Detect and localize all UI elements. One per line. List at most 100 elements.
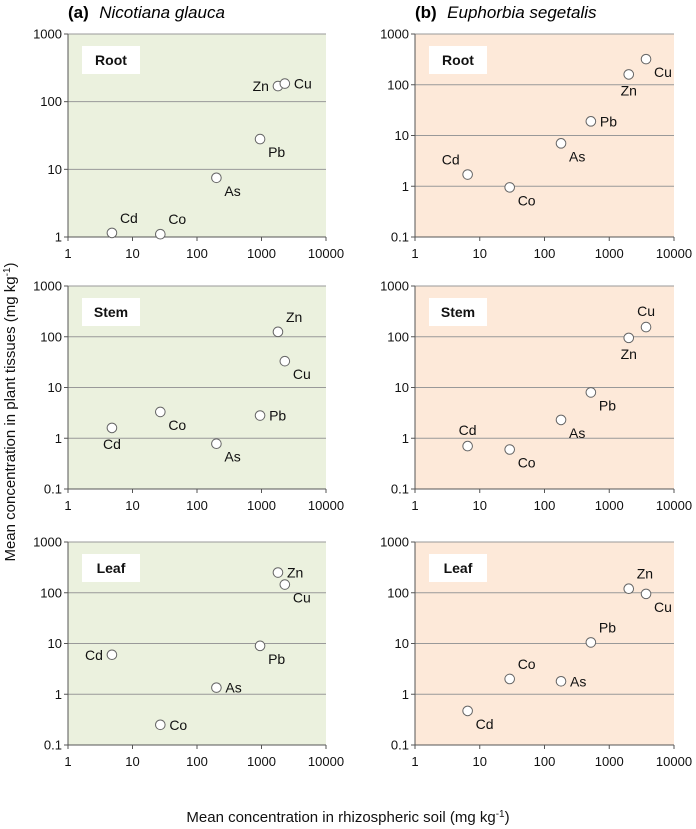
- data-label-pb: Pb: [599, 397, 616, 413]
- data-label-co: Co: [518, 192, 536, 208]
- y-tick-label: 0.1: [44, 482, 62, 497]
- x-tick-label: 10000: [308, 754, 344, 769]
- y-tick-label: 1: [55, 431, 62, 446]
- data-label-co: Co: [518, 656, 536, 672]
- data-label-cu: Cu: [654, 599, 672, 615]
- y-tick-label: 100: [387, 329, 409, 344]
- x-axis-title-end: ): [505, 809, 510, 826]
- data-label-cd: Cd: [85, 647, 103, 663]
- x-tick-label: 10: [473, 246, 487, 261]
- data-label-co: Co: [168, 211, 186, 227]
- y-tick-label: 1: [55, 687, 62, 702]
- x-tick-label: 1: [64, 246, 71, 261]
- data-point-pb: [585, 116, 597, 127]
- data-label-cu: Cu: [293, 366, 311, 382]
- data-point-pb: [254, 640, 266, 652]
- column-a-species: Nicotiana glauca: [99, 3, 225, 22]
- data-label-cd: Cd: [459, 422, 477, 438]
- data-label-cd: Cd: [476, 716, 494, 732]
- column-b-heading: (b) Euphorbia segetalis: [415, 3, 597, 22]
- data-label-zn: Zn: [621, 346, 637, 362]
- tissue-label-box: [82, 46, 140, 74]
- panel-a-root: 1 10 100 1000 1 10 100 1000 10000 Root Cd Co As Pb Zn C…: [33, 27, 344, 262]
- data-point-co: [504, 182, 515, 193]
- tissue-label-box: [429, 46, 487, 74]
- column-a-letter: (a): [68, 3, 89, 22]
- y-axis-title-main: Mean concentration in plant tissues (mg …: [2, 276, 19, 561]
- data-label-as: As: [570, 673, 586, 689]
- y-tick-label: 100: [387, 585, 409, 600]
- x-tick-label: 1000: [247, 246, 276, 261]
- data-point-co: [155, 406, 166, 418]
- data-point-as: [555, 414, 567, 426]
- y-axis-title-sup: -1: [2, 267, 13, 276]
- x-tick-label: 10000: [656, 246, 692, 261]
- tissue-label: Stem: [94, 304, 128, 320]
- data-label-pb: Pb: [269, 408, 286, 424]
- tissue-label: Stem: [441, 304, 475, 320]
- x-axis-title: Mean concentration in rhizospheric soil …: [186, 809, 509, 826]
- x-tick-label: 10000: [308, 498, 344, 513]
- y-tick-label: 1: [402, 179, 409, 194]
- y-tick-label: 10: [48, 162, 62, 177]
- y-tick-label: 1000: [33, 279, 62, 294]
- x-axis-title-sup: -1: [496, 809, 505, 820]
- tissue-label-box: [429, 554, 487, 582]
- data-label-zn: Zn: [287, 565, 303, 581]
- x-tick-label: 1000: [595, 498, 624, 513]
- data-point-co: [504, 673, 515, 685]
- x-tick-label: 1: [411, 246, 418, 261]
- y-tick-label: 1000: [380, 27, 409, 42]
- x-tick-label: 1000: [247, 754, 276, 769]
- data-label-pb: Pb: [268, 651, 285, 667]
- x-axis-title-main: Mean concentration in rhizospheric soil …: [186, 809, 495, 826]
- data-point-co: [155, 719, 166, 731]
- data-point-co: [504, 444, 515, 455]
- data-label-as: As: [224, 183, 240, 199]
- data-point-zn: [623, 583, 635, 595]
- y-axis-title-end: ): [2, 262, 19, 267]
- data-point-cu: [640, 321, 652, 333]
- data-point-cd: [106, 227, 118, 239]
- data-label-pb: Pb: [600, 113, 617, 129]
- data-point-cu: [640, 53, 652, 65]
- data-label-co: Co: [169, 717, 187, 733]
- data-point-cd: [106, 649, 118, 661]
- data-label-pb: Pb: [268, 144, 285, 160]
- data-label-pb: Pb: [599, 619, 616, 635]
- y-tick-label: 1000: [33, 535, 62, 550]
- x-tick-label: 10: [473, 754, 487, 769]
- data-point-zn: [272, 326, 284, 338]
- y-tick-label: 1: [402, 431, 409, 446]
- y-tick-label: 10: [395, 636, 409, 651]
- data-point-cu: [279, 78, 291, 89]
- data-point-co: [155, 228, 166, 240]
- y-tick-label: 0.1: [391, 230, 409, 245]
- y-tick-label: 1000: [380, 279, 409, 294]
- data-label-cu: Cu: [654, 64, 672, 80]
- x-tick-label: 10000: [656, 498, 692, 513]
- x-tick-label: 10: [125, 246, 139, 261]
- data-point-pb: [254, 133, 266, 145]
- y-tick-label: 1000: [33, 27, 62, 42]
- data-point-pb: [585, 387, 597, 398]
- data-point-cd: [462, 705, 473, 717]
- data-point-as: [211, 682, 222, 693]
- y-tick-label: 0.1: [391, 738, 409, 753]
- x-tick-label: 10000: [656, 754, 692, 769]
- data-point-as: [211, 172, 222, 184]
- y-tick-label: 1: [402, 687, 409, 702]
- x-tick-label: 100: [186, 498, 208, 513]
- tissue-label: Root: [442, 52, 474, 68]
- tissue-label-box: [429, 298, 487, 326]
- y-tick-label: 100: [387, 77, 409, 92]
- data-label-cd: Cd: [442, 152, 460, 168]
- data-point-zn: [623, 332, 635, 344]
- y-axis-title: Mean concentration in plant tissues (mg …: [2, 262, 19, 561]
- tissue-label: Leaf: [97, 560, 126, 576]
- data-label-cu: Cu: [294, 76, 312, 92]
- x-tick-label: 1: [411, 498, 418, 513]
